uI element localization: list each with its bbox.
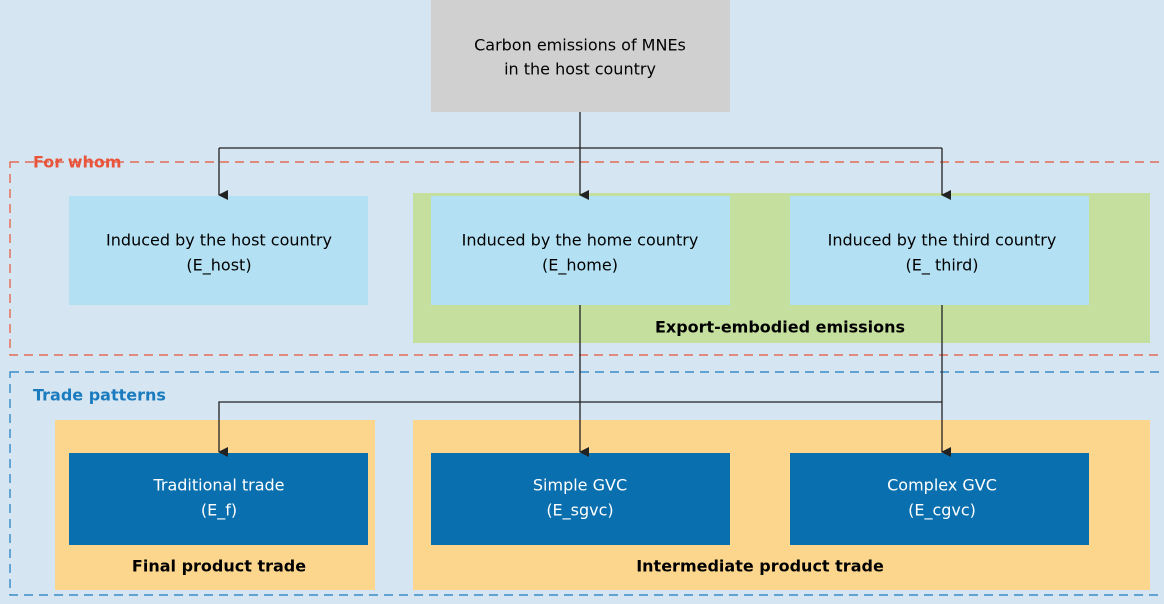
node [790,196,1089,305]
node-text: Induced by the host country [106,231,332,250]
node-text: (E_host) [186,256,251,276]
node-text: (E_home) [542,256,618,276]
top-node [431,0,730,112]
node [69,196,368,305]
node-text: Induced by the home country [462,231,699,250]
node-text: (E_ third) [906,256,979,276]
node-text: Carbon emissions of MNEs [474,36,686,55]
node-text: (E_f) [201,501,237,521]
arrow [218,401,942,457]
group-label: Final product trade [132,557,306,576]
node-text: (E_sgvc) [546,501,613,521]
node-text: Traditional trade [152,476,284,495]
node [790,453,1089,545]
node [69,453,368,545]
node-text: (E_cgvc) [908,501,976,521]
node [431,453,730,545]
node-text: Induced by the third country [828,231,1057,250]
node-text: Simple GVC [533,476,627,495]
section-label: Trade patterns [33,386,166,405]
group-label: Export-embodied emissions [655,318,905,337]
node [431,196,730,305]
node-text: Complex GVC [887,476,997,495]
node-text: in the host country [504,60,656,79]
section-label: For whom [33,153,122,172]
group-label: Intermediate product trade [636,557,884,576]
